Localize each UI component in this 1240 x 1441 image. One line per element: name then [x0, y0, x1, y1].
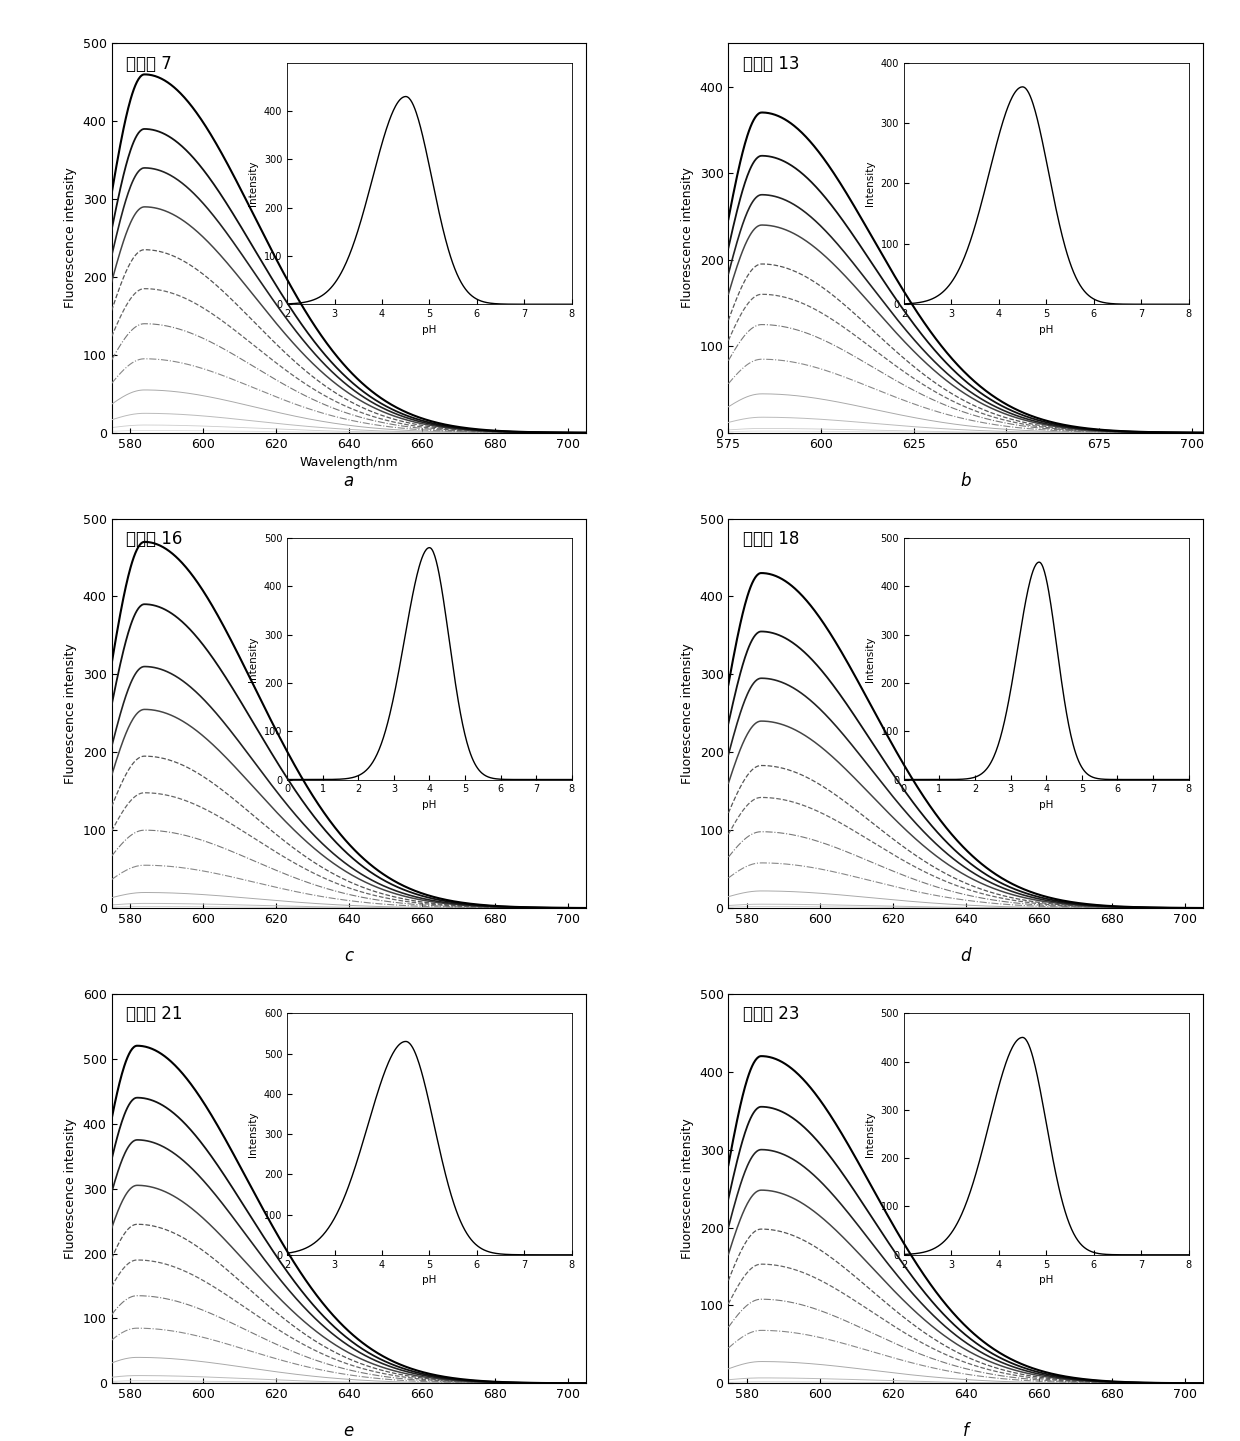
- Y-axis label: Fluorescence intensity: Fluorescence intensity: [64, 1118, 77, 1259]
- Text: 化合物 16: 化合物 16: [125, 530, 182, 548]
- Text: 化合物 21: 化合物 21: [125, 1006, 182, 1023]
- Y-axis label: Fluorescence intensity: Fluorescence intensity: [681, 643, 694, 784]
- Text: e: e: [343, 1422, 353, 1441]
- Text: d: d: [960, 947, 971, 965]
- Y-axis label: Fluorescence intensity: Fluorescence intensity: [681, 167, 694, 308]
- Text: 化合物 7: 化合物 7: [125, 55, 171, 73]
- Text: 化合物 13: 化合物 13: [743, 55, 799, 73]
- Y-axis label: Fluorescence intensity: Fluorescence intensity: [681, 1118, 694, 1259]
- Text: f: f: [962, 1422, 968, 1441]
- Text: 化合物 23: 化合物 23: [743, 1006, 799, 1023]
- Y-axis label: Fluorescence intensity: Fluorescence intensity: [64, 643, 77, 784]
- Y-axis label: Fluorescence intensity: Fluorescence intensity: [64, 167, 77, 308]
- Text: c: c: [345, 947, 353, 965]
- X-axis label: Wavelength/nm: Wavelength/nm: [300, 457, 398, 470]
- Text: a: a: [343, 471, 353, 490]
- Text: b: b: [960, 471, 971, 490]
- Text: 化合物 18: 化合物 18: [743, 530, 799, 548]
